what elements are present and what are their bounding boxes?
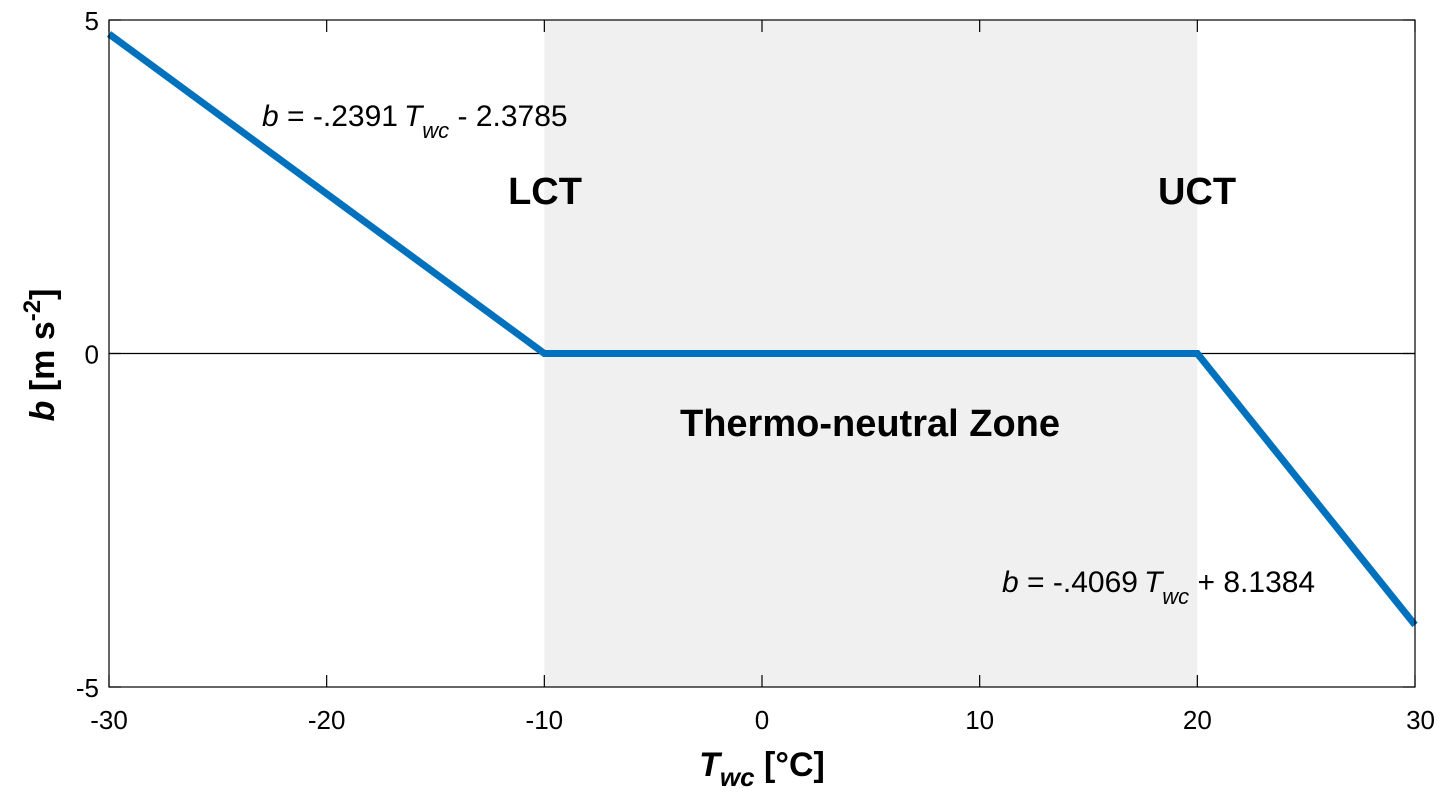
uct-label: UCT xyxy=(1158,171,1236,213)
y-axis-label: b [m s-2] xyxy=(19,289,62,422)
lct-label: LCT xyxy=(508,171,582,213)
x-ticks: -30 -20 -10 0 10 20 30 xyxy=(90,20,1435,735)
x-tick-label: -10 xyxy=(526,705,564,735)
equation-right: b = -.4069 Twc + 8.1384 xyxy=(1002,566,1315,609)
x-axis-label: Twc [°C] xyxy=(699,746,825,792)
y-ticks: -5 0 5 xyxy=(76,6,1415,703)
x-tick-label: 30 xyxy=(1406,705,1435,735)
x-tick-label: 0 xyxy=(755,705,769,735)
x-tick-label: -20 xyxy=(308,705,346,735)
x-tick-label: 20 xyxy=(1183,705,1212,735)
y-tick-label: 5 xyxy=(85,6,99,36)
y-tick-label: 0 xyxy=(85,340,99,370)
x-tick-label: -30 xyxy=(90,705,128,735)
data-line xyxy=(106,31,1418,628)
zone-label: Thermo-neutral Zone xyxy=(680,403,1060,445)
y-tick-label: -5 xyxy=(76,673,99,703)
equation-left: b = -.2391 Twc - 2.3785 xyxy=(262,100,568,143)
x-tick-label: 10 xyxy=(965,705,994,735)
